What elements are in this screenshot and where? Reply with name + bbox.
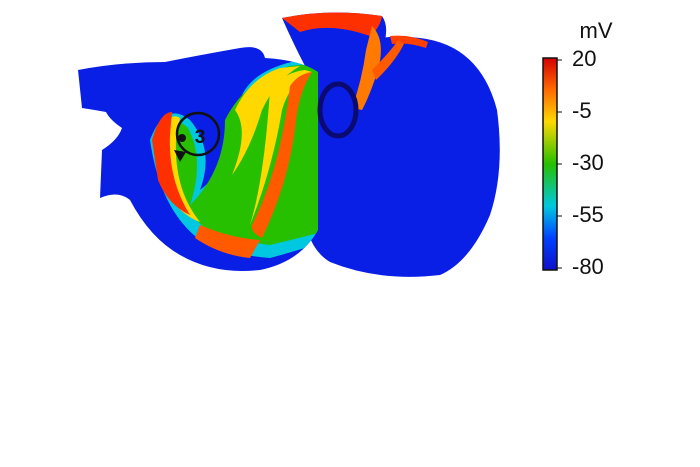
rotor-arrow [174, 150, 186, 162]
colorbar-tick-label: 20 [572, 46, 596, 71]
valve [317, 81, 359, 139]
vessel-band [282, 12, 382, 36]
colorbar-body [542, 57, 558, 271]
annotation: 3 [195, 127, 206, 148]
rotor-dot [178, 134, 186, 142]
rotor-circle [175, 111, 221, 157]
wave [150, 60, 318, 258]
colorbar-unit: mV [580, 18, 613, 43]
colorbar: mV 20 -5 -30 -55 -80 [542, 18, 613, 279]
ring-band [390, 35, 428, 48]
colorbar-tick-label: -55 [572, 202, 604, 227]
vessel-edge [352, 26, 381, 110]
heart-map: 3 [78, 12, 500, 277]
colorbar-tick-label: -5 [572, 98, 592, 123]
colorbar-tick-label: -80 [572, 254, 604, 279]
colorbar-tick-label: -30 [572, 150, 604, 175]
seam [372, 40, 404, 80]
